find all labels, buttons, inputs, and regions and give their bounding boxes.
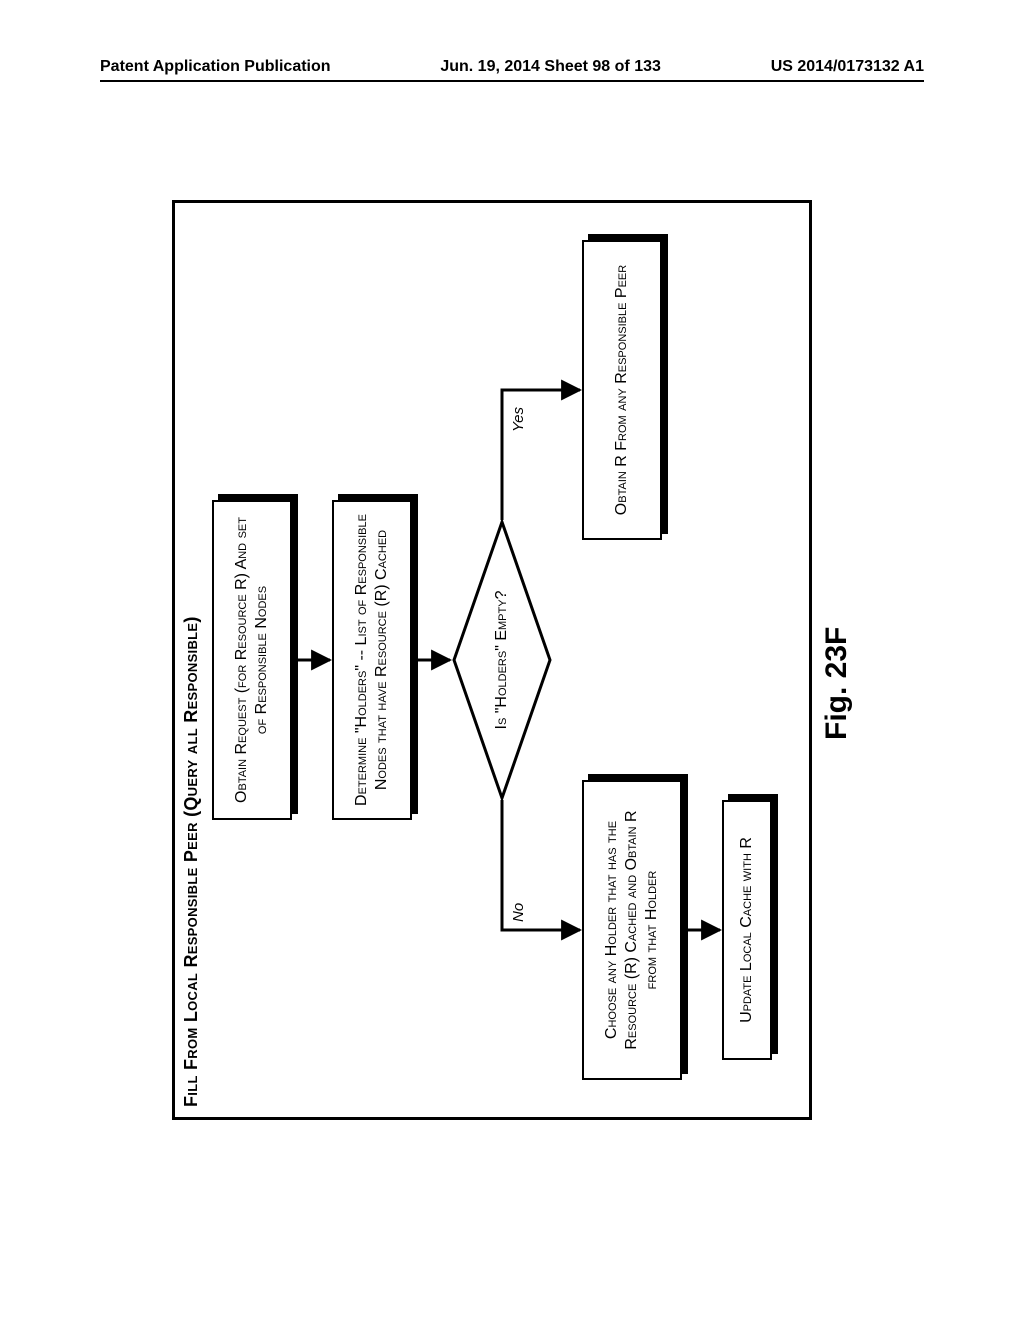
box-obtain-request: Obtain Request (for Resource R) And set … [212, 500, 292, 820]
header-center: Jun. 19, 2014 Sheet 98 of 133 [440, 58, 661, 76]
header-left: Patent Application Publication [100, 58, 331, 76]
header-right: US 2014/0173132 A1 [771, 58, 924, 76]
edge-label-yes: Yes [510, 407, 527, 432]
box-update-cache: Update Local Cache with R [722, 800, 772, 1060]
edge-label-no: No [510, 903, 527, 922]
box-determine-holders: Determine "Holders" -- List of Responsib… [332, 500, 412, 820]
box-choose-holder: Choose any Holder that has the Resource … [582, 780, 682, 1080]
header-rule [100, 80, 924, 82]
page: Patent Application Publication Jun. 19, … [0, 0, 1024, 1320]
page-header: Patent Application Publication Jun. 19, … [100, 58, 924, 76]
decision-holders-empty: Is "Holders" Empty? [452, 520, 552, 800]
flowchart: Fill From Local Responsible Peer (Query … [152, 180, 872, 1140]
box-obtain-peer: Obtain R From any Responsible Peer [582, 240, 662, 540]
figure-caption: Fig. 23F [820, 627, 854, 740]
